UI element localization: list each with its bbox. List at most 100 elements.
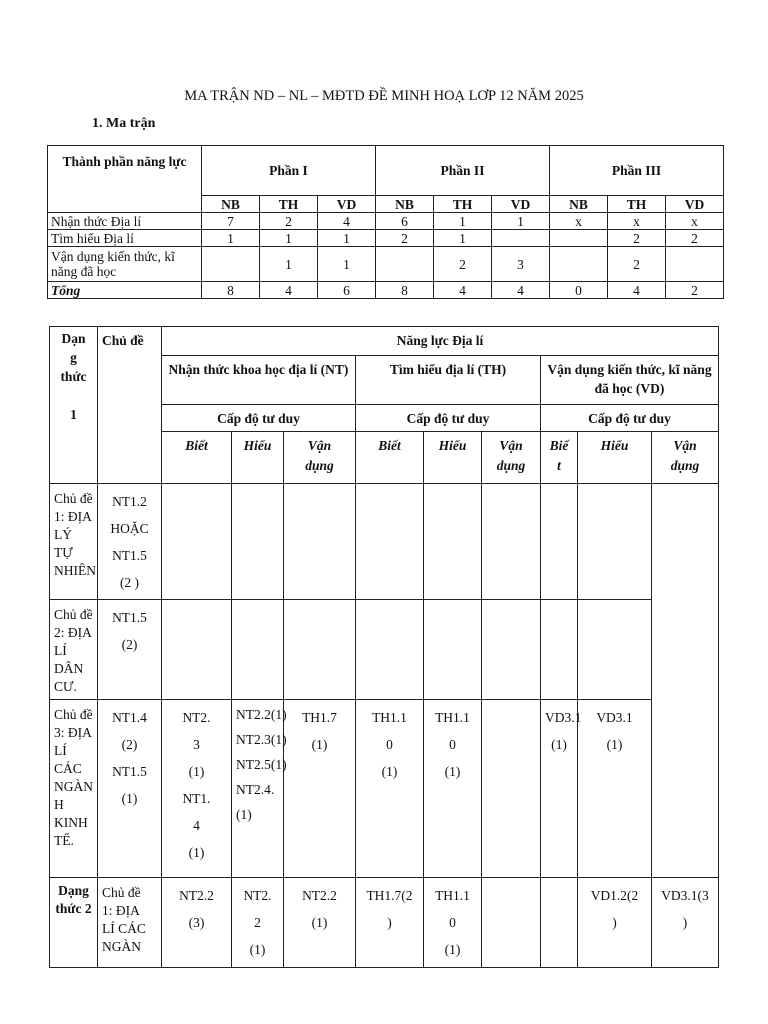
table-cell: [491, 229, 550, 247]
cap-do-row: Cấp độ tư duy Cấp độ tư duy Cấp độ tư du…: [50, 404, 719, 432]
header-part: Phần I: [201, 145, 376, 196]
table-header-row: Thành phần năng lực Phần I Phần II Phần …: [47, 145, 724, 213]
competency-matrix-table: Dạn g thức 1 Chủ đề Năng lực Địa lí Nhận…: [49, 326, 719, 968]
cap-do-header: Cấp độ tư duy: [355, 404, 541, 432]
level-subheader: Biế t: [540, 431, 578, 484]
table-cell: 0: [549, 281, 608, 299]
table-cell: [481, 699, 541, 878]
table-cell: TH1.7 (1): [283, 699, 356, 878]
level-header: VD: [317, 195, 376, 213]
table-cell: TH1.1 0 (1): [423, 877, 482, 968]
table-cell: 3: [491, 246, 550, 282]
table-cell: VD3.1 (1): [540, 699, 581, 878]
table-row: Dạng thức 2 Chủ đề 1: ĐỊA LÍ CÁC NGÀN NT2.…: [49, 877, 719, 968]
level-header: VD: [665, 195, 724, 213]
table-cell: [481, 877, 541, 968]
chu-de-header: Chủ đề: [97, 326, 162, 484]
table-cell: x: [607, 212, 666, 230]
row-label: Tìm hiểu Địa lí: [47, 229, 202, 247]
table-cell: 6: [317, 281, 376, 299]
sub-level-row: Biết Hiểu Vận dụng Biết Hiểu Vận dụng Biế t Hiể…: [50, 431, 719, 484]
table-cell: NT2.2 (1): [283, 877, 356, 968]
table-cell: 2: [375, 229, 434, 247]
table-cell: 1: [491, 212, 550, 230]
table-row: Chủ đề 1: ĐỊA LÝ TỰ NHIÊN NT1.2 HOẶC NT1.…: [49, 483, 719, 600]
level-header: NB: [201, 195, 260, 213]
table-cell: 1: [433, 212, 492, 230]
dang-thuc-1-cell: Dạn g thức 1: [49, 326, 98, 484]
level-header: NB: [549, 195, 608, 213]
table-row: Chủ đề 3: ĐỊA LÍ CÁC NGÀN H KINH TẾ. NT1.…: [49, 699, 719, 878]
table-cell: [665, 246, 724, 282]
table-cell: TH1.7(2 ): [355, 877, 424, 968]
level-subheader: Hiểu: [231, 431, 284, 484]
table-row: Vận dụng kiến thức, kĩ năng đã học 1 1 2 3 2: [47, 246, 724, 282]
table-cell: 8: [201, 281, 260, 299]
row-label: Tổng: [47, 281, 202, 299]
table-cell: 1: [317, 246, 376, 282]
section-heading: 1. Ma trận: [92, 116, 156, 131]
level-subheader: Vận dụng: [283, 431, 356, 484]
table-cell: x: [549, 212, 608, 230]
level-subheader: Hiểu: [423, 431, 482, 484]
table-row: Tổng 8 4 6 8 4 4 0 4 2: [47, 281, 724, 299]
table-cell: 4: [607, 281, 666, 299]
table-cell: 1: [433, 229, 492, 247]
cap-do-header: Cấp độ tư duy: [540, 404, 719, 432]
table-cell: NT1.2 HOẶC NT1.5 (2 ): [97, 483, 162, 600]
level-header: NB: [375, 195, 434, 213]
table-cell: 4: [259, 281, 318, 299]
cap-do-header: Cấp độ tư duy: [161, 404, 356, 432]
table-cell: 2: [665, 281, 724, 299]
level-header: TH: [433, 195, 492, 213]
level-header: TH: [259, 195, 318, 213]
table-cell: 1: [201, 229, 260, 247]
table-cell: VD1.2(2 ): [577, 877, 652, 968]
dang-thuc-2-cell: Dạng thức 2: [49, 877, 98, 968]
level-subheader: Biết: [161, 431, 232, 484]
table-cell: [283, 483, 356, 600]
table-cell: [375, 246, 434, 282]
table-cell: 1: [259, 246, 318, 282]
table-cell: 1: [317, 229, 376, 247]
level-header: TH: [607, 195, 666, 213]
level-subheader: Vận dụng: [651, 431, 719, 484]
table-cell: 2: [259, 212, 318, 230]
table-cell: NT1.5 (2): [97, 599, 162, 700]
table-cell: 8: [375, 281, 434, 299]
table-cell: TH1.1 0 (1): [423, 699, 482, 878]
table-cell: [355, 483, 424, 600]
table-cell: [161, 599, 232, 700]
table-cell: 4: [433, 281, 492, 299]
table-cell: [577, 599, 652, 700]
topic-cell: Chủ đề 1: ĐỊA LÝ TỰ NHIÊN: [49, 483, 98, 600]
table-cell: NT2. 3 (1) NT1. 4 (1): [161, 699, 232, 878]
table-level-row: NB TH VD NB TH VD NB TH VD: [48, 195, 724, 213]
table-cell: [577, 483, 652, 600]
table-cell: NT2. 2 (1): [231, 877, 284, 968]
table-cell: 6: [375, 212, 434, 230]
table-cell: [481, 599, 541, 700]
table-cell: [481, 483, 541, 600]
table-cell: [201, 246, 260, 282]
level-subheader: Hiểu: [577, 431, 652, 484]
table-cell: [540, 599, 578, 700]
table-header-row: Dạn g thức 1 Chủ đề Năng lực Địa lí: [49, 326, 719, 484]
table-cell: [231, 599, 284, 700]
table-cell: [283, 599, 356, 700]
table-cell: [423, 599, 482, 700]
group-header-row: Nhận thức khoa học địa lí (NT) Tìm hiểu …: [50, 355, 719, 405]
table-cell: 1: [259, 229, 318, 247]
table-cell: 4: [491, 281, 550, 299]
table-cell: [540, 877, 578, 968]
header-part: Phần III: [549, 145, 724, 196]
table-cell: [423, 483, 482, 600]
level-subheader: Vận dụng: [481, 431, 541, 484]
table-cell: [355, 599, 424, 700]
table-cell: VD3.1(3 ): [651, 877, 719, 968]
table-row: Tìm hiểu Địa lí 1 1 1 2 1 2 2: [47, 229, 724, 247]
header-part: Phần II: [375, 145, 550, 196]
table-cell: 2: [433, 246, 492, 282]
table-cell: 2: [607, 229, 666, 247]
